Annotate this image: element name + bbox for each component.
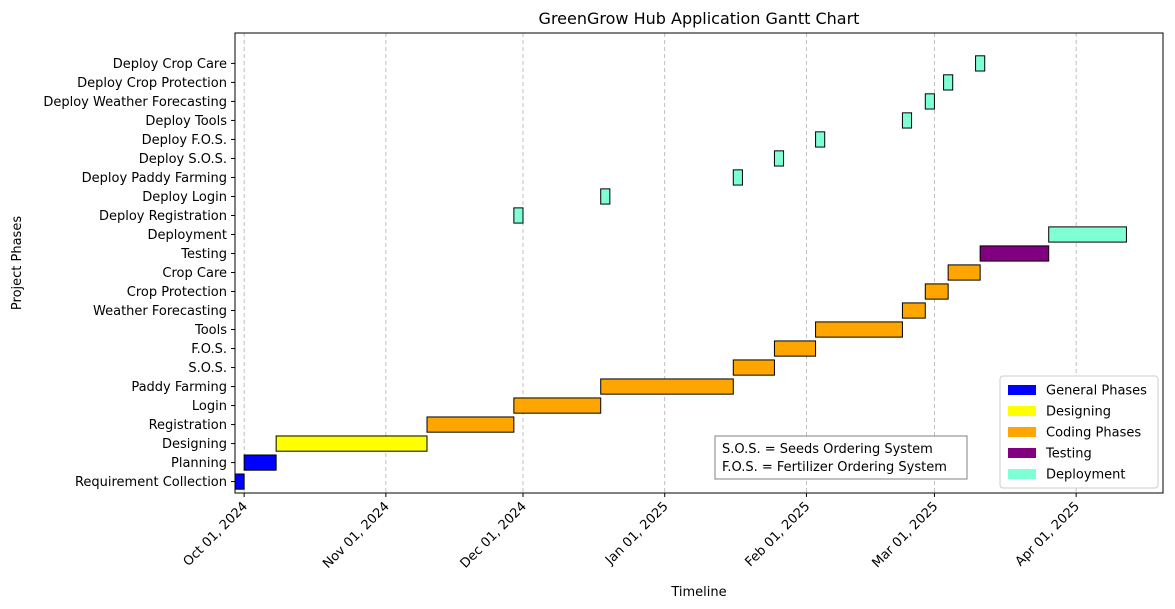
legend-label: General Phases: [1046, 384, 1147, 399]
y-tick-label: Deploy Tools: [145, 114, 227, 129]
legend-swatch: [1008, 406, 1036, 416]
task-bar: [924, 283, 949, 300]
grid-lines: [243, 33, 1077, 493]
note-line-sos: S.O.S. = Seeds Ordering System: [722, 442, 933, 457]
y-tick-label: Registration: [149, 418, 227, 433]
task-bar: [979, 245, 1050, 262]
task-bar: [732, 169, 743, 186]
y-tick-label: Login: [192, 399, 227, 414]
note-box: [714, 435, 968, 480]
legend-swatch: [1008, 427, 1036, 437]
task-bar: [513, 397, 602, 414]
y-axis-label: Project Phases: [10, 216, 25, 310]
task-bar: [275, 435, 428, 452]
note-line-fos: F.O.S. = Fertilizer Ordering System: [722, 460, 947, 475]
x-tick-label: Dec 01, 2024: [458, 499, 530, 571]
task-bar: [600, 378, 734, 395]
y-tick-label: Crop Care: [162, 266, 227, 281]
abbreviation-note: S.O.S. = Seeds Ordering System F.O.S. = …: [714, 435, 968, 480]
task-bar: [901, 112, 913, 129]
x-tick-label: Jan 01, 2025: [602, 499, 671, 568]
x-tick-label: Mar 01, 2025: [869, 499, 941, 571]
legend-label: Coding Phases: [1046, 426, 1141, 441]
legend-label: Designing: [1046, 405, 1111, 420]
x-tick-label: Feb 01, 2025: [743, 499, 814, 570]
y-tick-label: Tools: [194, 323, 227, 338]
legend-swatch: [1008, 448, 1036, 458]
legend-swatch: [1008, 469, 1036, 479]
y-tick-label: Deploy Weather Forecasting: [43, 95, 227, 110]
x-tick-label: Oct 01, 2024: [181, 499, 251, 569]
legend-box: [999, 375, 1159, 489]
task-bar: [924, 93, 935, 110]
legend-swatch: [1008, 385, 1036, 395]
y-tick-label: S.O.S.: [188, 361, 227, 376]
y-tick-label: Deploy Crop Protection: [77, 76, 227, 91]
task-bar: [732, 359, 775, 376]
task-bar: [901, 302, 926, 319]
x-axis: Oct 01, 2024 Nov 01, 2024 Dec 01, 2024 Jan …: [181, 493, 1083, 572]
y-tick-label: Deploy S.O.S.: [139, 152, 227, 167]
task-bar: [513, 207, 524, 224]
x-tick-label: Nov 01, 2024: [320, 499, 392, 571]
y-tick-label: Deploy Registration: [99, 209, 227, 224]
y-tick-label: Deployment: [147, 228, 227, 243]
y-tick-label: Deploy Login: [142, 190, 227, 205]
task-bar: [600, 188, 611, 205]
x-axis-label: Timeline: [670, 585, 726, 600]
task-bar: [243, 454, 277, 471]
task-bar: [815, 131, 826, 148]
task-bar: [234, 473, 245, 490]
y-tick-label: Requirement Collection: [75, 475, 227, 490]
task-bar: [947, 264, 981, 281]
task-bar: [426, 416, 515, 433]
y-tick-label: Deploy F.O.S.: [142, 133, 227, 148]
legend: General Phases Designing Coding Phases Test…: [999, 375, 1159, 489]
y-tick-label: Deploy Crop Care: [113, 57, 227, 72]
task-bar: [815, 321, 903, 338]
plot-frame: [234, 32, 1164, 494]
y-tick-label: Paddy Farming: [131, 380, 227, 395]
y-axis: Requirement Collection Planning Designing R…: [43, 57, 235, 490]
legend-label: Deployment: [1046, 468, 1126, 483]
y-tick-label: Deploy Paddy Farming: [82, 171, 227, 186]
legend-label: Testing: [1045, 447, 1092, 462]
x-tick-label: Apr 01, 2025: [1013, 499, 1083, 569]
y-tick-label: Weather Forecasting: [93, 304, 227, 319]
task-bars: [234, 55, 1127, 490]
y-tick-label: F.O.S.: [191, 342, 227, 357]
y-tick-label: Planning: [171, 456, 227, 471]
task-bar: [773, 340, 817, 357]
chart-title: GreenGrow Hub Application Gantt Chart: [539, 9, 860, 28]
y-tick-label: Designing: [162, 437, 227, 452]
y-tick-label: Crop Protection: [127, 285, 227, 300]
task-bar: [943, 74, 954, 91]
task-bar: [1048, 226, 1127, 243]
task-bar: [773, 150, 785, 167]
y-tick-label: Testing: [180, 247, 227, 262]
task-bar: [975, 55, 986, 72]
